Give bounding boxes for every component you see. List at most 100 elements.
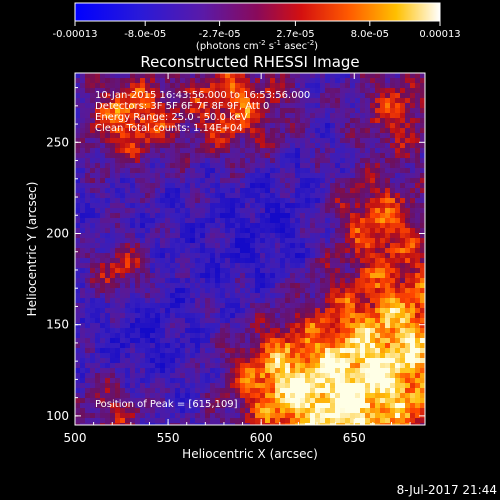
heatmap-cell (145, 93, 151, 99)
heatmap-cell (95, 163, 101, 169)
heatmap-cell (275, 323, 281, 329)
heatmap-cell (390, 253, 396, 259)
heatmap-cell (345, 228, 351, 234)
heatmap-cell (385, 83, 391, 89)
heatmap-cell (130, 278, 136, 284)
heatmap-cell (185, 128, 191, 134)
heatmap-cell (185, 363, 191, 369)
heatmap-cell (100, 103, 106, 109)
heatmap-cell (140, 393, 146, 399)
heatmap-cell (420, 248, 425, 254)
heatmap-cell (75, 288, 81, 294)
heatmap-cell (255, 158, 261, 164)
heatmap-cell (125, 93, 131, 99)
heatmap-cell (355, 288, 361, 294)
heatmap-cell (290, 278, 296, 284)
heatmap-cell (405, 193, 411, 199)
heatmap-cell (90, 233, 96, 239)
heatmap-cell (395, 288, 401, 294)
heatmap-cell (85, 388, 91, 394)
heatmap-cell (280, 318, 286, 324)
heatmap-cell (80, 208, 86, 214)
heatmap-cell (160, 378, 166, 384)
heatmap-cell (360, 178, 366, 184)
heatmap-cell (230, 363, 236, 369)
heatmap-cell (140, 358, 146, 364)
heatmap-cell (110, 378, 116, 384)
heatmap-cell (290, 263, 296, 269)
heatmap-cell (95, 223, 101, 229)
heatmap-cell (305, 363, 311, 369)
heatmap-cell (275, 103, 281, 109)
heatmap-cell (270, 88, 276, 94)
heatmap-cell (130, 213, 136, 219)
heatmap-cell (265, 328, 271, 334)
heatmap-cell (140, 313, 146, 319)
heatmap-cell (230, 273, 236, 279)
heatmap-cell (270, 198, 276, 204)
heatmap-cell (290, 378, 296, 384)
heatmap-cell (295, 398, 301, 404)
heatmap-cell (175, 178, 181, 184)
heatmap-cell (365, 143, 371, 149)
heatmap-cell (320, 118, 326, 124)
heatmap-cell (405, 123, 411, 129)
heatmap-cell (285, 173, 291, 179)
heatmap-cell (150, 328, 156, 334)
heatmap-cell (400, 283, 406, 289)
heatmap-cell (400, 243, 406, 249)
heatmap-cell (270, 358, 276, 364)
heatmap-cell (185, 198, 191, 204)
heatmap-cell (155, 383, 161, 389)
heatmap-cell (280, 273, 286, 279)
heatmap-cell (345, 193, 351, 199)
heatmap-cell (190, 343, 196, 349)
heatmap-cell (170, 268, 176, 274)
heatmap-cell (85, 178, 91, 184)
heatmap-cell (175, 118, 181, 124)
heatmap-cell (330, 398, 336, 404)
heatmap-cell (140, 348, 146, 354)
heatmap-cell (195, 148, 201, 154)
heatmap-cell (95, 263, 101, 269)
heatmap-cell (170, 138, 176, 144)
heatmap-cell (355, 283, 361, 289)
heatmap-cell (280, 298, 286, 304)
heatmap-cell (370, 168, 376, 174)
heatmap-cell (320, 148, 326, 154)
heatmap-cell (280, 138, 286, 144)
heatmap-cell (120, 178, 126, 184)
heatmap-cell (150, 163, 156, 169)
heatmap-cell (270, 403, 276, 409)
heatmap-cell (340, 153, 346, 159)
heatmap-cell (340, 363, 346, 369)
heatmap-cell (95, 418, 101, 424)
heatmap-cell (385, 178, 391, 184)
heatmap-cell (125, 193, 131, 199)
heatmap-cell (130, 128, 136, 134)
heatmap-cell (230, 188, 236, 194)
heatmap-cell (145, 408, 151, 414)
heatmap-cell (360, 278, 366, 284)
heatmap-cell (325, 293, 331, 299)
heatmap-cell (75, 123, 81, 129)
heatmap-cell (215, 248, 221, 254)
heatmap-cell (205, 368, 211, 374)
heatmap-cell (100, 83, 106, 89)
heatmap-cell (295, 403, 301, 409)
heatmap-cell (385, 338, 391, 344)
heatmap-cell (315, 88, 321, 94)
heatmap-cell (270, 203, 276, 209)
heatmap-cell (315, 298, 321, 304)
heatmap-cell (215, 273, 221, 279)
heatmap-cell (75, 313, 81, 319)
heatmap-cell (85, 418, 91, 424)
heatmap-cell (135, 203, 141, 209)
heatmap-cell (345, 423, 351, 425)
heatmap-cell (375, 78, 381, 84)
heatmap-cell (275, 83, 281, 89)
heatmap-cell (85, 88, 91, 94)
heatmap-cell (130, 293, 136, 299)
heatmap-cell (90, 228, 96, 234)
heatmap-cell (245, 193, 251, 199)
